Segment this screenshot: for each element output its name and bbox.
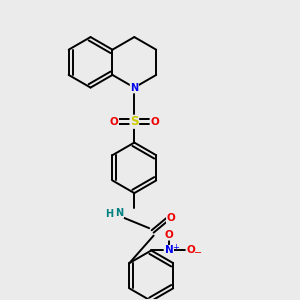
Text: N: N [130,82,138,93]
Text: O: O [186,245,195,256]
Text: O: O [150,117,159,127]
Text: O: O [165,230,173,240]
Text: S: S [130,115,139,128]
Text: O: O [110,117,118,127]
Text: +: + [172,243,179,252]
Text: N: N [116,208,124,218]
Text: −: − [194,248,202,258]
Text: O: O [167,213,175,224]
Text: N: N [165,245,173,256]
Text: H: H [106,209,114,219]
